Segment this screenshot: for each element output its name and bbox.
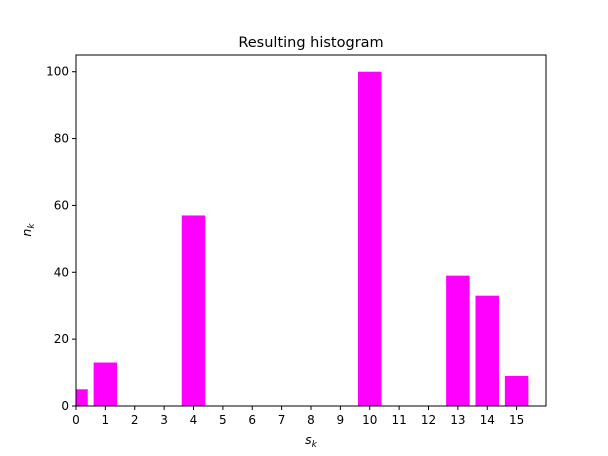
y-axis-label-subscript: k bbox=[27, 223, 37, 229]
x-tick-label-6: 6 bbox=[248, 413, 256, 427]
x-tick-label-11: 11 bbox=[391, 413, 406, 427]
x-tick-label-0: 0 bbox=[72, 413, 80, 427]
y-tick-label-80: 80 bbox=[54, 132, 69, 146]
x-tick-label-8: 8 bbox=[307, 413, 315, 427]
bar-15 bbox=[504, 375, 529, 406]
bar-4 bbox=[181, 215, 206, 406]
x-axis-label: sk bbox=[305, 432, 318, 450]
y-axis-ticks: 0 20 40 60 80 100 bbox=[46, 65, 76, 413]
x-tick-label-15: 15 bbox=[509, 413, 524, 427]
x-tick-label-14: 14 bbox=[480, 413, 495, 427]
x-tick-label-3: 3 bbox=[160, 413, 168, 427]
x-tick-label-9: 9 bbox=[337, 413, 345, 427]
x-tick-label-7: 7 bbox=[278, 413, 286, 427]
x-tick-label-5: 5 bbox=[219, 413, 227, 427]
bar-14 bbox=[475, 295, 499, 406]
x-tick-label-12: 12 bbox=[421, 413, 436, 427]
bars-group bbox=[76, 71, 529, 406]
chart-title: Resulting histogram bbox=[238, 35, 383, 51]
plot-frame bbox=[75, 54, 547, 407]
bar-0 bbox=[76, 389, 88, 406]
y-tick-label-20: 20 bbox=[54, 332, 69, 346]
x-tick-label-4: 4 bbox=[190, 413, 198, 427]
x-tick-label-2: 2 bbox=[131, 413, 139, 427]
x-axis-ticks: 0 1 2 3 4 5 6 7 8 9 10 11 12 13 14 15 bbox=[72, 406, 524, 427]
y-axis-label: nk bbox=[19, 223, 37, 237]
bar-13 bbox=[446, 275, 470, 406]
x-tick-label-13: 13 bbox=[450, 413, 465, 427]
x-tick-label-10: 10 bbox=[362, 413, 377, 427]
x-tick-label-1: 1 bbox=[102, 413, 110, 427]
x-axis-label-subscript: k bbox=[312, 440, 318, 450]
y-tick-label-100: 100 bbox=[46, 65, 69, 79]
bar-10 bbox=[358, 71, 382, 406]
y-tick-label-60: 60 bbox=[54, 198, 69, 212]
bar-1 bbox=[93, 362, 118, 406]
x-axis-label-base: s bbox=[305, 432, 312, 447]
y-axis-label-base: n bbox=[19, 229, 34, 237]
y-tick-label-40: 40 bbox=[54, 265, 69, 279]
y-tick-label-0: 0 bbox=[61, 399, 69, 413]
